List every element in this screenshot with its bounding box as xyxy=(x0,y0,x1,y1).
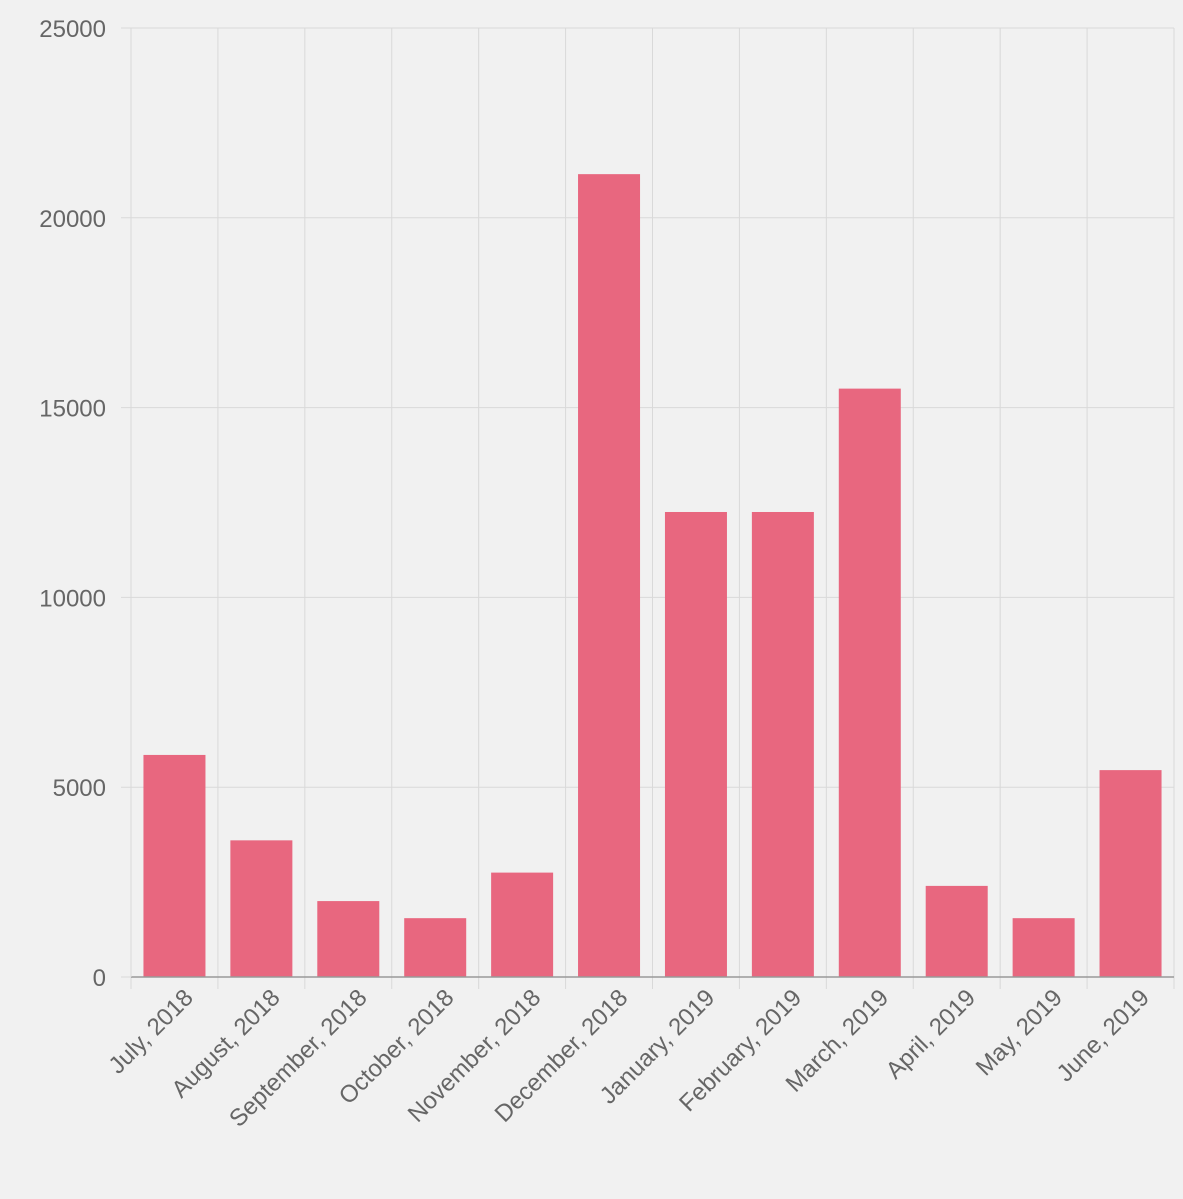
y-tick-label: 10000 xyxy=(39,585,106,612)
bar xyxy=(578,174,641,977)
axis-layer xyxy=(130,28,1174,978)
bar xyxy=(925,885,988,977)
x-tick-label: June, 2019 xyxy=(1052,984,1155,1087)
bar xyxy=(317,901,380,977)
bar xyxy=(230,840,293,977)
y-tick-label: 25000 xyxy=(39,16,106,43)
y-tick-label: 0 xyxy=(93,965,106,992)
bar xyxy=(1012,918,1075,977)
grid-layer xyxy=(121,27,1175,989)
bar xyxy=(143,754,206,977)
y-tick-label: 20000 xyxy=(39,206,106,233)
x-tick-label: April, 2019 xyxy=(881,984,981,1084)
y-tick-label: 15000 xyxy=(39,396,106,423)
bar xyxy=(491,872,554,977)
bar xyxy=(838,388,901,977)
bar xyxy=(751,511,814,977)
bar xyxy=(1099,770,1162,977)
y-tick-label: 5000 xyxy=(53,775,106,802)
bar-layer xyxy=(143,174,1162,977)
bar xyxy=(664,511,727,977)
bar xyxy=(404,918,467,977)
